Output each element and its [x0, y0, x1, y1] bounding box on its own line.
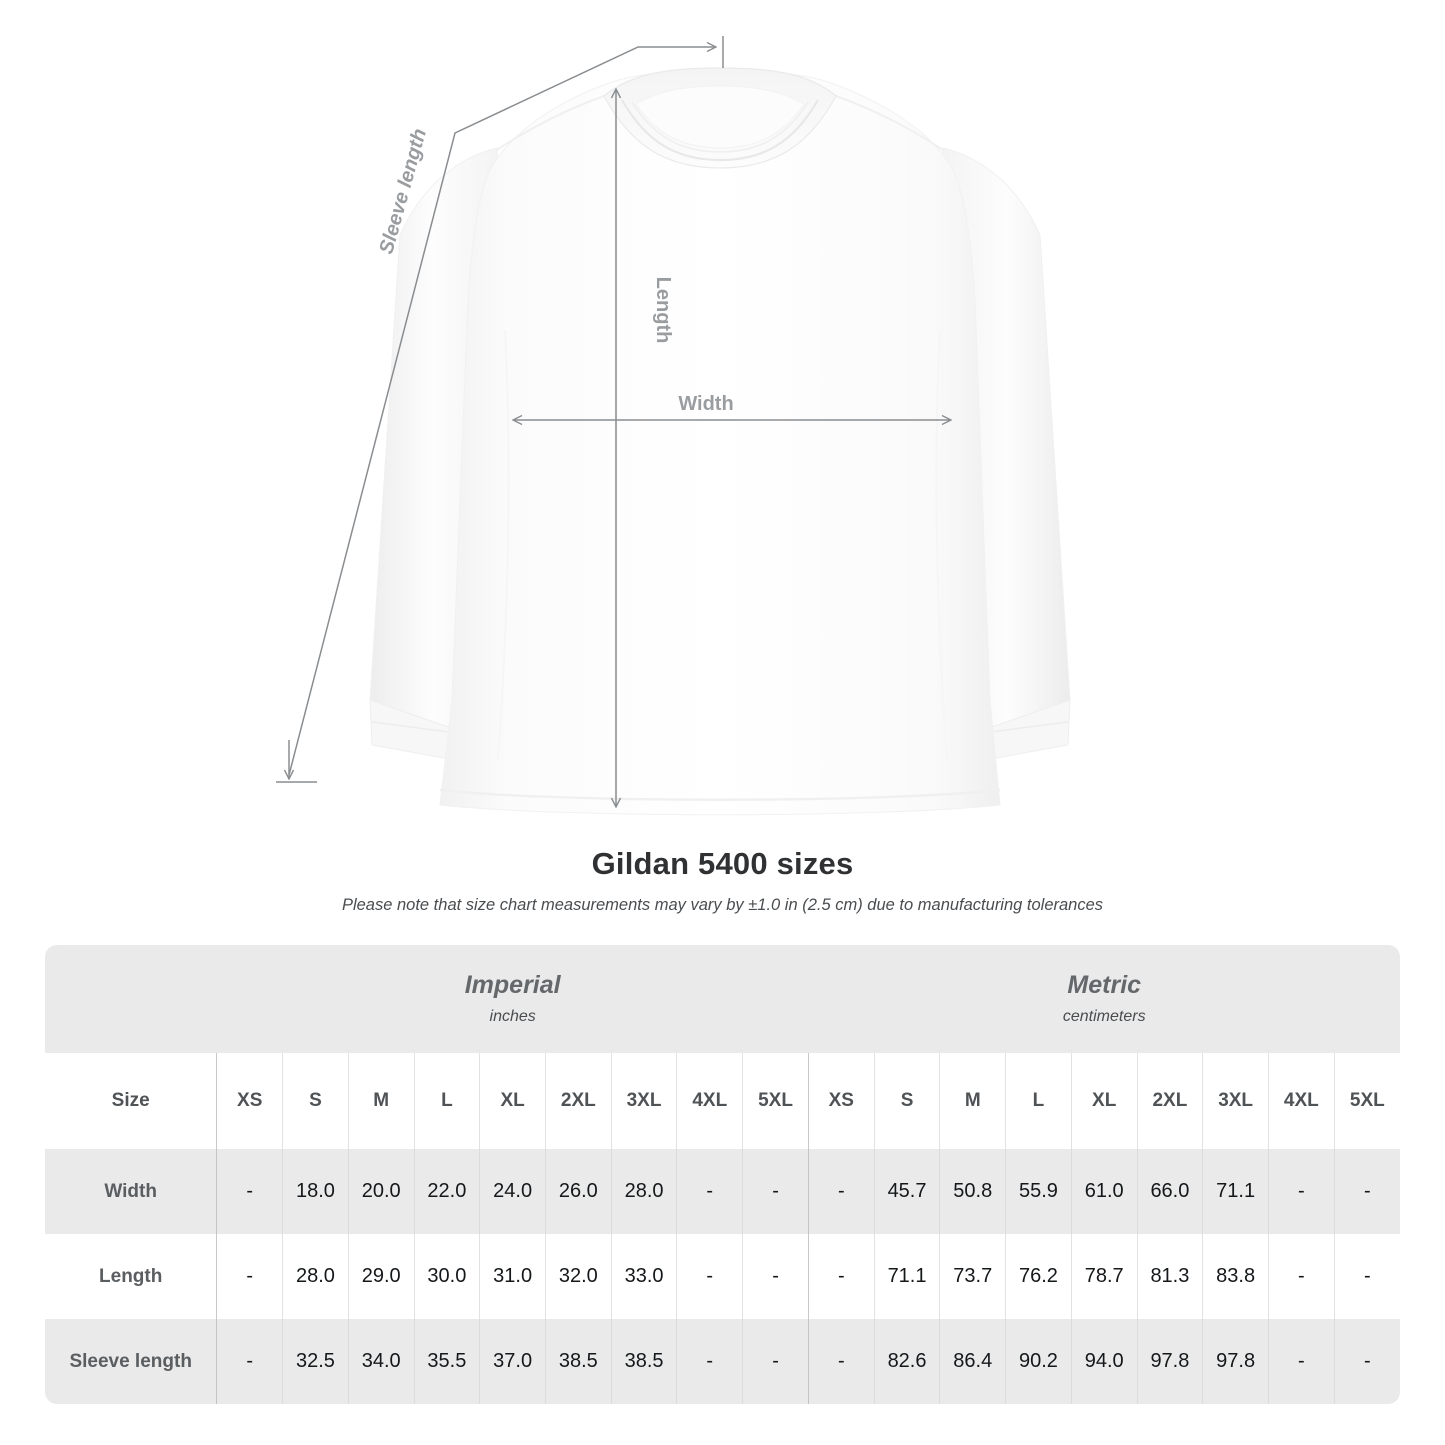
cell-width-metric-l: 55.9 — [1005, 1149, 1072, 1234]
cell-width-imperial-4xl: - — [676, 1149, 743, 1234]
cell-length-metric-5xl: - — [1333, 1234, 1400, 1319]
cell-length-imperial-l: 30.0 — [413, 1234, 480, 1319]
cell-length-imperial-3xl: 33.0 — [610, 1234, 677, 1319]
cell-sleeve-imperial-s: 32.5 — [282, 1319, 349, 1404]
cell-width-metric-2xl: 66.0 — [1136, 1149, 1203, 1234]
cell-width-metric-s: 45.7 — [873, 1149, 940, 1234]
size-header-label: Size — [45, 1053, 217, 1149]
col-header-metric-4xl: 4XL — [1267, 1053, 1335, 1149]
cell-width-imperial-xl: 24.0 — [479, 1149, 546, 1234]
cell-length-metric-xs: - — [807, 1234, 875, 1319]
size-table-container: Imperial inches Metric centimeters Size … — [45, 945, 1400, 1404]
size-table: Imperial inches Metric centimeters Size … — [45, 945, 1400, 1404]
chart-heading-block: Gildan 5400 sizes Please note that size … — [0, 845, 1445, 916]
cell-sleeve-imperial-4xl: - — [676, 1319, 743, 1404]
cell-width-imperial-xs: - — [216, 1149, 283, 1234]
cell-width-imperial-2xl: 26.0 — [544, 1149, 612, 1234]
col-header-metric-2xl: 2XL — [1136, 1053, 1203, 1149]
col-header-imperial-4xl: 4XL — [676, 1053, 743, 1149]
cell-sleeve-imperial-3xl: 38.5 — [610, 1319, 677, 1404]
cell-width-metric-xl: 61.0 — [1070, 1149, 1138, 1234]
cell-width-metric-m: 50.8 — [939, 1149, 1006, 1234]
measurement-guides — [276, 36, 950, 806]
table-row-length: Length - 28.0 29.0 30.0 31.0 32.0 33.0 -… — [45, 1234, 1400, 1319]
cell-sleeve-metric-3xl: 97.8 — [1202, 1319, 1269, 1404]
col-header-metric-xs: XS — [807, 1053, 875, 1149]
cell-width-imperial-3xl: 28.0 — [610, 1149, 677, 1234]
col-header-metric-3xl: 3XL — [1202, 1053, 1269, 1149]
cell-sleeve-metric-s: 82.6 — [873, 1319, 940, 1404]
cell-width-metric-3xl: 71.1 — [1202, 1149, 1269, 1234]
col-header-metric-s: S — [873, 1053, 940, 1149]
col-header-metric-xl: XL — [1070, 1053, 1138, 1149]
cell-sleeve-imperial-l: 35.5 — [413, 1319, 480, 1404]
cell-sleeve-imperial-xl: 37.0 — [479, 1319, 546, 1404]
col-header-imperial-m: M — [347, 1053, 415, 1149]
chart-tolerance-note: Please note that size chart measurements… — [341, 896, 1104, 915]
col-header-imperial-l: L — [413, 1053, 480, 1149]
cell-length-metric-2xl: 81.3 — [1136, 1234, 1203, 1319]
col-header-metric-m: M — [939, 1053, 1006, 1149]
cell-sleeve-imperial-xs: - — [216, 1319, 283, 1404]
col-header-imperial-5xl: 5XL — [742, 1053, 809, 1149]
col-header-imperial-3xl: 3XL — [610, 1053, 677, 1149]
cell-length-metric-4xl: - — [1267, 1234, 1335, 1319]
unit-banner-row: Imperial inches Metric centimeters — [45, 945, 1400, 1053]
cell-width-imperial-s: 18.0 — [282, 1149, 349, 1234]
cell-width-metric-5xl: - — [1333, 1149, 1400, 1234]
cell-length-imperial-m: 29.0 — [347, 1234, 415, 1319]
cell-length-imperial-2xl: 32.0 — [544, 1234, 612, 1319]
unit-sub-imperial: inches — [489, 1008, 536, 1026]
cell-length-imperial-xl: 31.0 — [479, 1234, 546, 1319]
size-header-row: Size XS S M L XL 2XL 3XL 4XL 5XL XS S M … — [45, 1053, 1400, 1149]
cell-length-imperial-xs: - — [216, 1234, 283, 1319]
row-label-sleeve-length: Sleeve length — [45, 1319, 217, 1404]
col-header-metric-l: L — [1005, 1053, 1072, 1149]
cell-width-metric-4xl: - — [1267, 1149, 1335, 1234]
unit-banner-imperial: Imperial inches — [216, 945, 809, 1053]
cell-sleeve-metric-m: 86.4 — [939, 1319, 1006, 1404]
width-label: Width — [678, 393, 733, 415]
col-header-imperial-2xl: 2XL — [544, 1053, 612, 1149]
garment-illustration — [369, 67, 1071, 816]
unit-banner-metric: Metric centimeters — [808, 945, 1400, 1053]
table-row-width: Width - 18.0 20.0 22.0 24.0 26.0 28.0 - … — [45, 1149, 1400, 1234]
col-header-metric-5xl: 5XL — [1333, 1053, 1400, 1149]
cell-width-imperial-5xl: - — [742, 1149, 809, 1234]
cell-length-metric-xl: 78.7 — [1070, 1234, 1138, 1319]
table-row-sleeve-length: Sleeve length - 32.5 34.0 35.5 37.0 38.5… — [45, 1319, 1400, 1404]
unit-sub-metric: centimeters — [1062, 1008, 1146, 1026]
chart-title: Gildan 5400 sizes — [591, 846, 854, 881]
unit-banner-spacer — [45, 945, 217, 1053]
cell-sleeve-metric-xs: - — [807, 1319, 875, 1404]
length-label: Length — [652, 277, 674, 344]
cell-length-metric-3xl: 83.8 — [1202, 1234, 1269, 1319]
cell-sleeve-metric-5xl: - — [1333, 1319, 1400, 1404]
cell-length-metric-l: 76.2 — [1005, 1234, 1072, 1319]
col-header-imperial-s: S — [282, 1053, 349, 1149]
garment-diagram: Sleeve length Length Width — [276, 36, 1071, 816]
row-label-width: Width — [45, 1149, 217, 1234]
cell-length-metric-s: 71.1 — [873, 1234, 940, 1319]
cell-width-imperial-l: 22.0 — [413, 1149, 480, 1234]
cell-sleeve-metric-4xl: - — [1267, 1319, 1335, 1404]
cell-length-imperial-5xl: - — [742, 1234, 809, 1319]
cell-sleeve-imperial-2xl: 38.5 — [544, 1319, 612, 1404]
cell-sleeve-metric-xl: 94.0 — [1070, 1319, 1138, 1404]
cell-length-imperial-4xl: - — [676, 1234, 743, 1319]
unit-name-imperial: Imperial — [464, 970, 561, 999]
cell-sleeve-metric-l: 90.2 — [1005, 1319, 1072, 1404]
cell-sleeve-imperial-5xl: - — [742, 1319, 809, 1404]
cell-sleeve-imperial-m: 34.0 — [347, 1319, 415, 1404]
cell-length-imperial-s: 28.0 — [282, 1234, 349, 1319]
unit-name-metric: Metric — [1067, 970, 1142, 999]
cell-sleeve-metric-2xl: 97.8 — [1136, 1319, 1203, 1404]
cell-length-metric-m: 73.7 — [939, 1234, 1006, 1319]
cell-width-imperial-m: 20.0 — [347, 1149, 415, 1234]
col-header-imperial-xl: XL — [479, 1053, 546, 1149]
cell-width-metric-xs: - — [807, 1149, 875, 1234]
col-header-imperial-xs: XS — [216, 1053, 283, 1149]
row-label-length: Length — [45, 1234, 217, 1319]
